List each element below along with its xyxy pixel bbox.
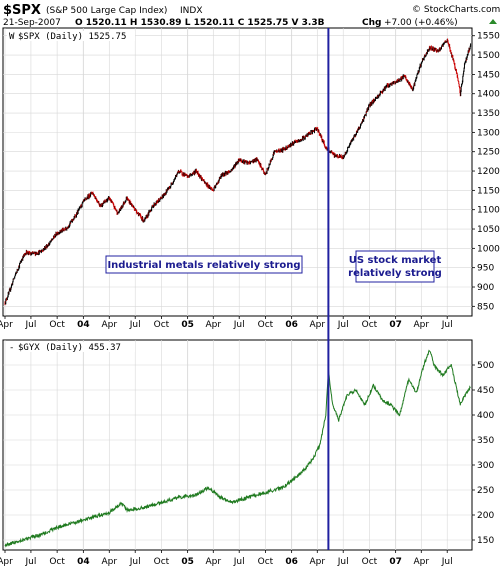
annotation-us-line: relatively strong — [348, 268, 442, 279]
gyx-y-tick-label: 250 — [477, 486, 494, 496]
symbol-label: $SPX — [3, 3, 41, 18]
spx-x-tick-label: Apr — [101, 320, 117, 330]
gyx-x-tick-label: 05 — [181, 557, 194, 567]
spx-x-axis: Apr Jul Oct 04 Apr Jul Oct 05 Apr Jul Oct 06 Apr Jul O… — [0, 316, 453, 330]
gyx-y-tick-label: 450 — [477, 386, 494, 396]
spx-x-tick-label: Jul — [24, 320, 36, 330]
spx-y-tick-label: 1000 — [477, 244, 500, 254]
gyx-y-tick-label: 500 — [477, 361, 494, 371]
gyx-x-tick-label: Apr — [205, 557, 221, 567]
gyx-x-tick-label: Oct — [258, 557, 274, 567]
change-label: Chg — [362, 18, 381, 28]
spx-y-tick-label: 950 — [477, 264, 494, 274]
gyx-x-tick-label: Jul — [441, 557, 453, 567]
gyx-legend-marker: - — [9, 343, 14, 353]
exchange-label: INDX — [180, 6, 202, 16]
spx-x-tick-label: Jul — [337, 320, 349, 330]
gyx-y-tick-label: 200 — [477, 511, 494, 521]
gyx-x-tick-label: Jul — [24, 557, 36, 567]
gyx-x-tick-label: Oct — [154, 557, 170, 567]
gyx-legend-bg — [7, 342, 135, 352]
spx-series — [4, 38, 472, 306]
spx-legend-bg — [7, 31, 135, 41]
spx-y-tick-label: 1550 — [477, 32, 500, 42]
annotation-metals-text: Industrial metals relatively strong — [107, 260, 300, 271]
spx-x-tick-label: Jul — [441, 320, 453, 330]
spx-y-tick-label: 1350 — [477, 109, 500, 119]
spx-y-tick-label: 900 — [477, 283, 494, 293]
gyx-x-tick-label: Jul — [129, 557, 141, 567]
gyx-x-axis: Apr Jul Oct 04 Apr Jul Oct 05 Apr Jul Oct 06 Apr Jul O… — [0, 550, 453, 567]
annotation-metals-box — [105, 255, 303, 274]
gyx-x-tick-label: Apr — [0, 557, 13, 567]
gyx-x-tick-label: Jul — [233, 557, 245, 567]
spx-x-tick-label: Apr — [413, 320, 429, 330]
spx-y-tick-label: 1500 — [477, 51, 500, 61]
spx-y-tick-label: 850 — [477, 302, 494, 312]
spx-x-tick-label: Jul — [233, 320, 245, 330]
gyx-y-tick-label: 350 — [477, 436, 494, 446]
spx-y-tick-label: 1450 — [477, 70, 500, 80]
spx-y-tick-label: 1300 — [477, 128, 500, 138]
gyx-y-axis: 150 200 250 300 350 400 450 500 — [472, 361, 494, 546]
spx-legend-label: $SPX (Daily) 1525.75 — [18, 32, 126, 42]
spx-y-axis: 850 900 950 1000 1050 1100 1150 1200 1250 1300 135… — [472, 32, 500, 312]
watermark: © StockCharts.com — [412, 5, 500, 15]
spx-x-tick-label: Jul — [129, 320, 141, 330]
gyx-grid — [3, 340, 472, 550]
spx-legend-marker: W — [9, 32, 15, 42]
gyx-x-tick-label: Jul — [337, 557, 349, 567]
annotation-us-text: US stock market relatively strong — [348, 255, 442, 279]
spx-grid — [3, 28, 472, 316]
gyx-y-tick-label: 300 — [477, 461, 494, 471]
spx-y-tick-label: 1200 — [477, 167, 500, 177]
spx-y-tick-label: 1400 — [477, 90, 500, 100]
gyx-x-tick-label: Apr — [101, 557, 117, 567]
gyx-legend-label: $GYX (Daily) 455.37 — [18, 343, 121, 353]
spx-x-tick-label: Apr — [205, 320, 221, 330]
gyx-y-tick-label: 150 — [477, 536, 494, 546]
spx-y-tick-label: 1050 — [477, 225, 500, 235]
gyx-x-tick-label: Apr — [309, 557, 325, 567]
symbol-description: (S&P 500 Large Cap Index) — [46, 6, 167, 16]
gyx-panel-frame — [2, 339, 473, 551]
gyx-series — [4, 349, 471, 548]
spx-x-tick-label: Apr — [309, 320, 325, 330]
gyx-price-line — [4, 349, 471, 548]
spx-x-tick-label: 07 — [389, 320, 402, 330]
ohlc-text: O 1520.11 H 1530.89 L 1520.11 C 1525.75 … — [75, 18, 325, 28]
up-arrow-icon — [489, 19, 497, 24]
gyx-x-tick-label: 07 — [389, 557, 402, 567]
gyx-x-tick-label: Oct — [49, 557, 65, 567]
spx-y-tick-label: 1100 — [477, 206, 500, 216]
spx-x-tick-label: Oct — [362, 320, 378, 330]
spx-x-tick-label: Oct — [154, 320, 170, 330]
date-label: 21-Sep-2007 — [3, 18, 61, 28]
annotation-us-box — [355, 250, 435, 283]
spx-x-tick-label: Oct — [49, 320, 65, 330]
annotation-us-line: US stock market — [349, 255, 442, 266]
change-value: +7.00 (+0.46%) — [384, 18, 458, 28]
spx-y-tick-label: 1150 — [477, 186, 500, 196]
spx-x-tick-label: Oct — [258, 320, 274, 330]
spx-x-tick-label: 06 — [285, 320, 298, 330]
spx-y-tick-label: 1250 — [477, 148, 500, 158]
spx-x-tick-label: Apr — [0, 320, 13, 330]
spx-x-tick-label: 04 — [77, 320, 90, 330]
gyx-x-tick-label: Apr — [413, 557, 429, 567]
gyx-y-tick-label: 400 — [477, 411, 494, 421]
gyx-x-tick-label: 04 — [77, 557, 90, 567]
spx-x-tick-label: 05 — [181, 320, 194, 330]
gyx-x-tick-label: 06 — [285, 557, 298, 567]
gyx-x-tick-label: Oct — [362, 557, 378, 567]
